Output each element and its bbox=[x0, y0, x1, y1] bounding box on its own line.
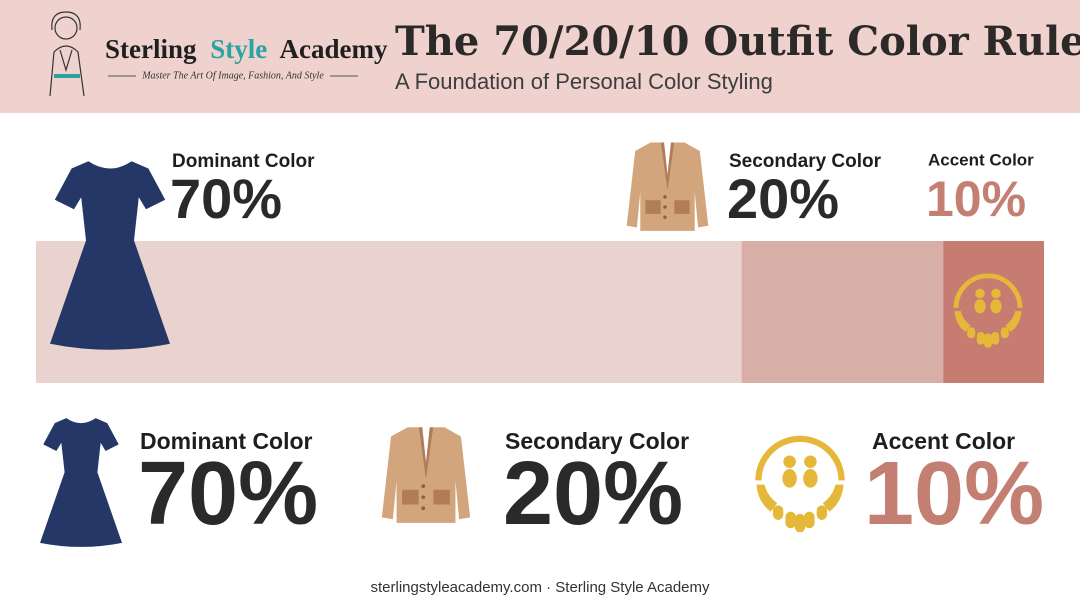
category-label: Accent Color bbox=[928, 150, 1034, 169]
logo-figure bbox=[49, 11, 85, 97]
value-label: 20% bbox=[503, 444, 683, 544]
category-label: Secondary Color bbox=[505, 428, 689, 454]
brand: Sterling Style Academy bbox=[105, 34, 388, 64]
footer: sterlingstyleacademy.com · Sterling Styl… bbox=[370, 579, 710, 596]
category-label: Accent Color bbox=[872, 428, 1015, 454]
brand-start: Sterling bbox=[105, 34, 197, 64]
brand-end: Academy bbox=[280, 34, 388, 64]
chart-subtitle: A Foundation of Personal Color Styling bbox=[395, 69, 773, 94]
tagline: Master The Art Of Image, Fashion, And St… bbox=[141, 70, 324, 81]
chart-title: The 70/20/10 Outfit Color Rule bbox=[395, 18, 1080, 65]
header-band bbox=[0, 0, 1080, 113]
value-label: 70% bbox=[138, 444, 318, 544]
value-label: 20% bbox=[727, 167, 839, 230]
category-label: Dominant Color bbox=[172, 151, 315, 172]
proportion-bar bbox=[36, 241, 1044, 383]
brand-highlight: Style bbox=[210, 34, 267, 64]
value-label: 10% bbox=[926, 171, 1026, 227]
category-label: Dominant Color bbox=[140, 428, 313, 454]
value-label: 70% bbox=[170, 167, 282, 230]
bar-segment bbox=[741, 241, 944, 383]
value-label: 10% bbox=[864, 444, 1044, 544]
category-label: Secondary Color bbox=[729, 151, 882, 172]
